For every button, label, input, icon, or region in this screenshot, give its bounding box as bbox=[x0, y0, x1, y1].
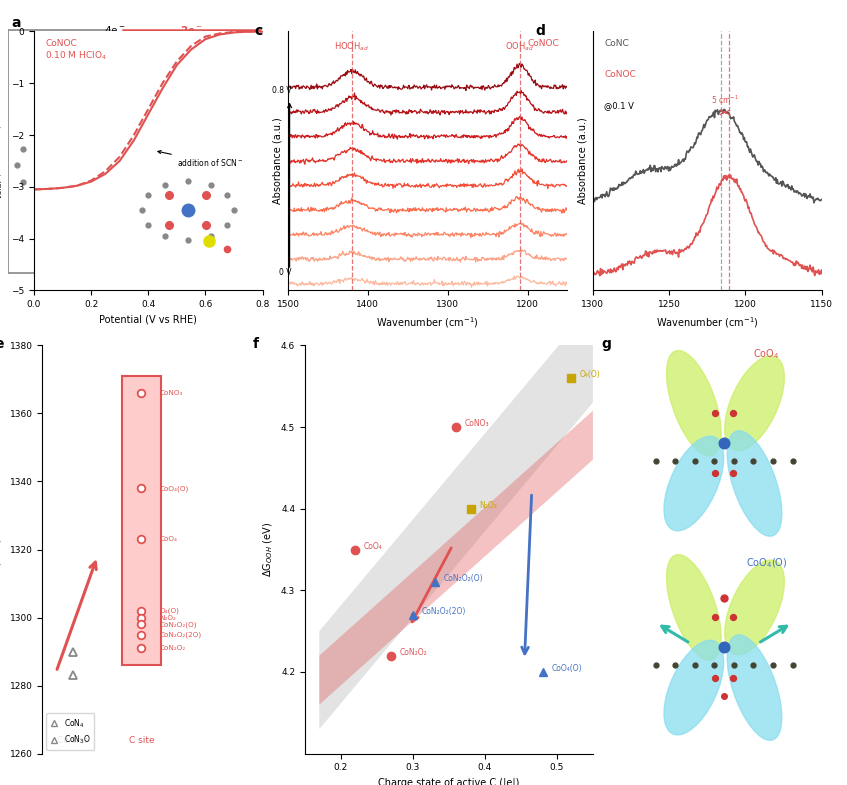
X-axis label: Charge state of active C (|e|): Charge state of active C (|e|) bbox=[379, 778, 519, 785]
Text: CoN₂O₂: CoN₂O₂ bbox=[400, 648, 428, 657]
Text: CoNO₃: CoNO₃ bbox=[465, 419, 490, 429]
Ellipse shape bbox=[728, 635, 782, 740]
Text: CoNC: CoNC bbox=[605, 39, 629, 48]
Ellipse shape bbox=[725, 560, 784, 655]
Text: Selectivity shift: Selectivity shift bbox=[152, 60, 221, 68]
Ellipse shape bbox=[728, 431, 782, 536]
Y-axis label: Absorbance (a.u.): Absorbance (a.u.) bbox=[273, 118, 282, 204]
Y-axis label: $j_{disk}$ (mA cm$^{-2}$): $j_{disk}$ (mA cm$^{-2}$) bbox=[0, 124, 5, 198]
X-axis label: Wavenumber (cm$^{-1}$): Wavenumber (cm$^{-1}$) bbox=[656, 315, 759, 330]
Text: 2e$^-$: 2e$^-$ bbox=[180, 24, 203, 36]
Text: CoN₂O₂: CoN₂O₂ bbox=[159, 645, 185, 651]
Text: O₄(O): O₄(O) bbox=[159, 608, 180, 614]
Text: CoO$_4$(O): CoO$_4$(O) bbox=[745, 556, 788, 570]
Text: f: f bbox=[253, 338, 259, 351]
Y-axis label: ΔG$_{OOH}$ (eV): ΔG$_{OOH}$ (eV) bbox=[262, 522, 275, 577]
Text: 0.8 V: 0.8 V bbox=[272, 86, 291, 96]
Ellipse shape bbox=[664, 436, 723, 531]
Text: CoNOC: CoNOC bbox=[605, 70, 636, 79]
Ellipse shape bbox=[667, 555, 721, 660]
Text: C site: C site bbox=[129, 736, 154, 746]
Text: CoNOC
0.10 M HClO$_4$: CoNOC 0.10 M HClO$_4$ bbox=[46, 39, 108, 63]
Ellipse shape bbox=[667, 351, 721, 456]
Text: e: e bbox=[0, 338, 3, 351]
Text: CoN₂O₂(O): CoN₂O₂(O) bbox=[159, 621, 197, 627]
Text: c: c bbox=[254, 24, 263, 38]
Legend: CoN$_4$, CoN$_3$O: CoN$_4$, CoN$_3$O bbox=[47, 714, 95, 750]
Text: CoN₂O₂(2O): CoN₂O₂(2O) bbox=[159, 631, 202, 637]
Text: CoO$_4$: CoO$_4$ bbox=[753, 348, 780, 361]
X-axis label: Wavenumber (cm$^{-1}$): Wavenumber (cm$^{-1}$) bbox=[376, 315, 479, 330]
Text: CoN$_2$O$_2$: CoN$_2$O$_2$ bbox=[209, 278, 245, 290]
Bar bbox=[122, 376, 161, 665]
Text: CoNO₃: CoNO₃ bbox=[159, 390, 183, 396]
Text: 4e$^-$: 4e$^-$ bbox=[104, 24, 126, 36]
Text: HOOH$_{ad}$: HOOH$_{ad}$ bbox=[335, 40, 369, 53]
Text: N₂O₂: N₂O₂ bbox=[479, 501, 497, 510]
Text: CoO$_4$(O): CoO$_4$(O) bbox=[134, 278, 173, 290]
Text: N₂O₂: N₂O₂ bbox=[159, 615, 176, 620]
Polygon shape bbox=[319, 305, 593, 729]
Text: 5 cm$^{-1}$: 5 cm$^{-1}$ bbox=[711, 94, 739, 106]
Text: Active site shift: Active site shift bbox=[152, 104, 221, 114]
Text: CoO₄(O): CoO₄(O) bbox=[551, 664, 582, 674]
Text: CoN₂O₂(O): CoN₂O₂(O) bbox=[443, 575, 483, 583]
Y-axis label: Absorbance (a.u.): Absorbance (a.u.) bbox=[578, 118, 587, 204]
Text: CoN₂O₂(2O): CoN₂O₂(2O) bbox=[422, 607, 466, 616]
Polygon shape bbox=[319, 411, 593, 705]
Text: a: a bbox=[11, 16, 20, 30]
Ellipse shape bbox=[725, 356, 784, 451]
Text: Co site: Co site bbox=[57, 736, 88, 746]
Text: OOH$_{ad}$: OOH$_{ad}$ bbox=[505, 40, 534, 53]
Text: CoO₄: CoO₄ bbox=[159, 536, 177, 542]
Text: addition of SCN$^-$: addition of SCN$^-$ bbox=[158, 151, 243, 168]
Text: O₄(O): O₄(O) bbox=[580, 371, 601, 379]
Text: CoO₄: CoO₄ bbox=[364, 542, 383, 551]
Text: CoN$_4$: CoN$_4$ bbox=[46, 280, 73, 294]
X-axis label: Potential (V vs RHE): Potential (V vs RHE) bbox=[99, 315, 197, 325]
Y-axis label: $\nu$(O–O)$_{cal}$: $\nu$(O–O)$_{cal}$ bbox=[0, 527, 4, 572]
FancyBboxPatch shape bbox=[8, 30, 110, 273]
FancyBboxPatch shape bbox=[123, 30, 260, 273]
Text: @0.1 V: @0.1 V bbox=[605, 101, 634, 111]
Text: 0 V: 0 V bbox=[279, 268, 291, 277]
Text: d: d bbox=[536, 24, 545, 38]
Text: CoO₄(O): CoO₄(O) bbox=[159, 485, 189, 491]
Text: CoNOC: CoNOC bbox=[528, 39, 559, 48]
Ellipse shape bbox=[664, 641, 723, 735]
Text: g: g bbox=[601, 338, 612, 351]
